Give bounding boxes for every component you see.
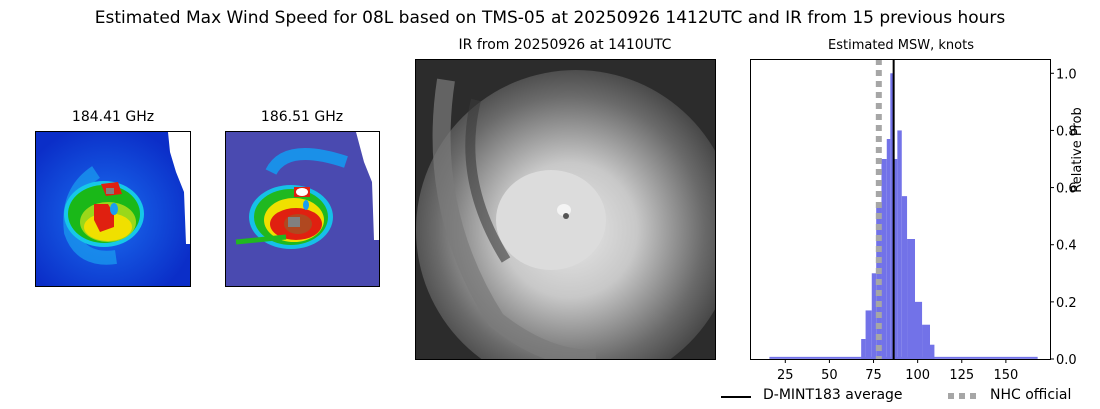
mw1-image [35, 131, 191, 287]
x-tick-label: 75 [865, 368, 882, 383]
histogram-bar [893, 159, 898, 359]
y-tick-label: 1.0 [1056, 67, 1077, 82]
legend-solid-line-icon [721, 396, 751, 398]
histogram-plot [750, 59, 1051, 360]
ir-satellite-image [416, 60, 715, 359]
x-tick-label: 100 [905, 368, 930, 383]
x-tick-label: 150 [993, 368, 1018, 383]
histogram-bar [915, 301, 923, 359]
mw1-heatmap [36, 132, 190, 286]
y-axis: 0.0 0.2 0.4 0.6 0.8 1.0 [1040, 59, 1100, 379]
histogram-bar [886, 139, 891, 359]
ir-title: IR from 20250926 at 1410UTC [458, 37, 672, 53]
x-axis-ticks: 25 50 75 100 125 150 [777, 359, 1018, 383]
y-axis-ticks: 0.0 0.2 0.4 0.6 0.8 1.0 [1050, 67, 1077, 368]
histogram-bar [871, 273, 877, 359]
y-axis-label: Relative Prob [1070, 107, 1085, 193]
y-tick-label: 0.4 [1056, 239, 1077, 254]
histogram-bar [897, 130, 902, 359]
legend-dotted-line-icon [948, 393, 978, 399]
legend: D-MINT183 average NHC official [718, 386, 1100, 408]
legend-label-nhc: NHC official [990, 387, 1072, 403]
mw2-image [225, 131, 380, 287]
mw2-heatmap [226, 132, 379, 286]
y-tick-label: 0.0 [1056, 353, 1077, 368]
histogram-bar [881, 159, 887, 359]
histogram-chart [750, 59, 1051, 360]
y-tick-label: 0.6 [1056, 182, 1077, 197]
histogram-bar [865, 310, 872, 359]
histogram-bar [861, 339, 866, 359]
y-tick-label: 0.2 [1056, 296, 1077, 311]
legend-label-dmint: D-MINT183 average [763, 387, 903, 403]
mw2-title: 186.51 GHz [260, 109, 344, 125]
figure-suptitle: Estimated Max Wind Speed for 08L based o… [94, 8, 1006, 28]
x-axis: 25 50 75 100 125 150 [750, 359, 1051, 385]
histogram-bar [901, 196, 908, 359]
chart-title: Estimated MSW, knots [828, 38, 974, 53]
x-tick-label: 125 [949, 368, 974, 383]
histogram-bar [930, 344, 935, 359]
histogram-bar [890, 73, 894, 360]
histogram-bar [922, 324, 930, 359]
x-tick-label: 25 [777, 368, 794, 383]
y-tick-label: 0.8 [1056, 124, 1077, 139]
ir-image [415, 59, 716, 360]
x-tick-label: 50 [821, 368, 838, 383]
plot-frame [750, 59, 1051, 360]
mw1-title: 184.41 GHz [71, 109, 155, 125]
histogram-bar [907, 239, 915, 359]
